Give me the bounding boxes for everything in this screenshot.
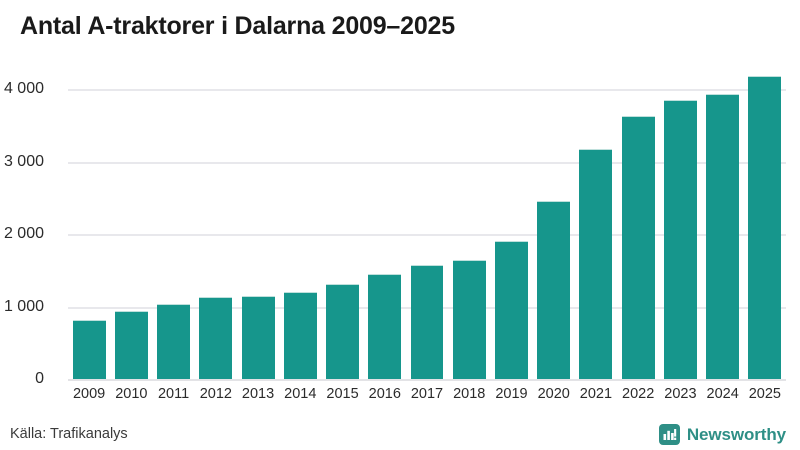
bar[interactable] [706, 94, 740, 379]
x-axis-tick-label: 2015 [326, 386, 359, 402]
bar[interactable] [199, 297, 233, 379]
bar-slot [406, 60, 448, 379]
x-axis-tick-label: 2012 [199, 386, 232, 402]
x-axis-tick-label: 2017 [410, 386, 444, 402]
x-axis-tick-label: 2025 [748, 386, 781, 402]
bar-slot [364, 60, 406, 379]
bar-slot [702, 60, 744, 379]
bar[interactable] [368, 273, 402, 379]
plot-area: 0 1 000 2 000 3 000 4 000 [4, 60, 786, 387]
source-note: Källa: Trafikanalys [10, 426, 128, 442]
bar-slot [448, 60, 490, 379]
x-axis-tick-label: 2011 [157, 386, 190, 402]
gridline [68, 161, 786, 164]
bar-series [68, 60, 786, 379]
bar[interactable] [452, 260, 486, 379]
bar[interactable] [748, 75, 782, 379]
x-axis-tick-label: 2023 [664, 386, 697, 402]
bar[interactable] [72, 320, 106, 379]
gridline [68, 234, 786, 236]
x-axis-tick-label: 2014 [284, 386, 317, 402]
bar-slot [237, 60, 279, 379]
bar[interactable] [114, 311, 148, 379]
x-axis-tick-label: 2022 [622, 386, 655, 402]
x-axis-tick-label: 2009 [72, 386, 106, 402]
bar-slot [490, 60, 532, 379]
bar[interactable] [579, 148, 613, 379]
y-axis-tick-label: 2 000 [3, 225, 44, 242]
x-axis-tick-label: 2010 [115, 386, 148, 402]
x-axis-tick-label: 2018 [453, 386, 486, 402]
bar-slot [195, 60, 237, 379]
brand-name: Newsworthy [686, 424, 786, 444]
y-axis-tick-label: 3 000 [3, 152, 44, 170]
y-axis-tick-label: 1 000 [3, 297, 44, 315]
bar[interactable] [157, 304, 191, 379]
gridline [68, 379, 786, 381]
y-axis-tick-label: 4 000 [3, 80, 44, 97]
footer: Källa: Trafikanalys Newsworthy [0, 424, 800, 450]
x-axis-tick-label: 2024 [706, 386, 739, 402]
bar[interactable] [621, 115, 655, 379]
bar[interactable] [494, 241, 528, 379]
bar-slot [279, 60, 321, 379]
bar-slot [68, 60, 110, 379]
bar-slot [575, 60, 617, 379]
bar-slot [110, 60, 152, 379]
x-axis-tick-label: 2016 [368, 386, 401, 402]
bar-slot [152, 60, 194, 379]
bar[interactable] [410, 264, 444, 379]
x-axis-labels: 2009 2010 2011 2012 2013 2014 2015 2016 2017 2018… [68, 386, 786, 402]
gridline [68, 89, 786, 91]
brand-logo: Newsworthy [658, 424, 786, 445]
bar[interactable] [537, 201, 571, 379]
bar-slot [659, 60, 701, 379]
y-axis-tick-label: 0 [35, 370, 44, 387]
chart-title: Antal A-traktorer i Dalarna 2009–2025 [20, 12, 455, 40]
bar[interactable] [283, 291, 317, 379]
x-axis-tick-label: 2019 [495, 386, 528, 402]
bar-chart-icon [658, 424, 680, 445]
bar[interactable] [663, 100, 697, 379]
bar-slot [617, 60, 659, 379]
bar-slot [533, 60, 575, 379]
bar-slot [321, 60, 363, 379]
x-axis-tick-label: 2021 [579, 386, 613, 402]
bar-slot [744, 60, 786, 379]
x-axis-tick-label: 2020 [537, 386, 570, 402]
x-axis-tick-label: 2013 [241, 386, 275, 402]
bar[interactable] [326, 284, 359, 379]
bar[interactable] [241, 296, 275, 379]
